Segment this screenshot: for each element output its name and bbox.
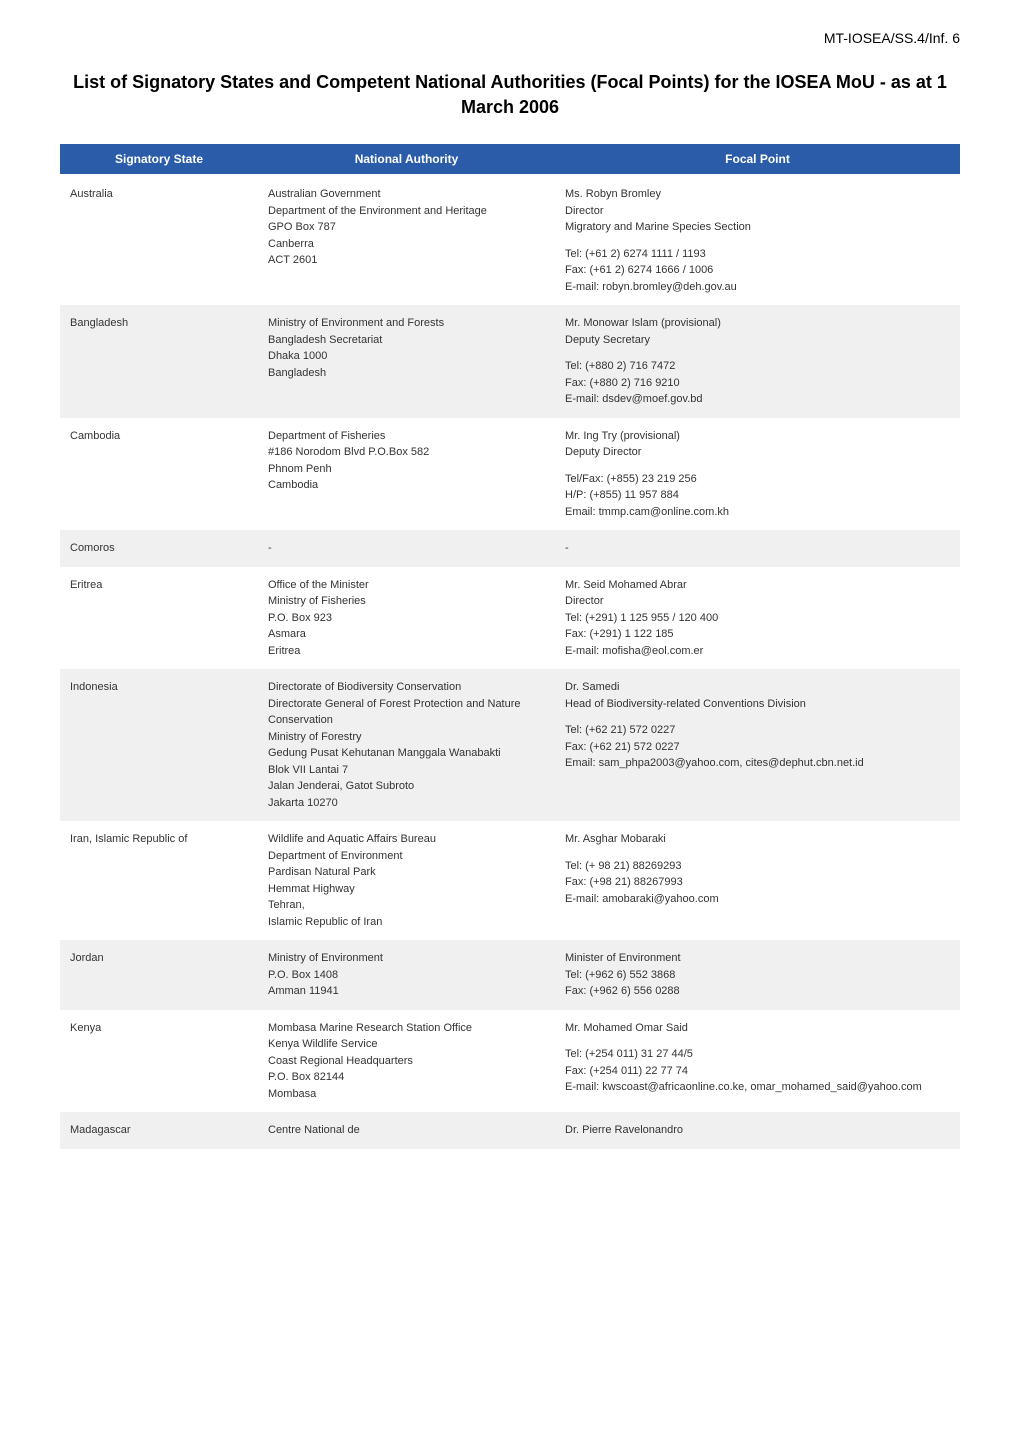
cell-authority: Wildlife and Aquatic Affairs BureauDepar… [258,821,555,940]
table-row: EritreaOffice of the MinisterMinistry of… [60,567,960,670]
cell-focal: Dr. SamediHead of Biodiversity-related C… [555,669,960,821]
table-row: Comoros-- [60,530,960,567]
cell-state: Iran, Islamic Republic of [60,821,258,940]
cell-focal: Mr. Asghar MobarakiTel: (+ 98 21) 882692… [555,821,960,940]
signatory-table: Signatory State National Authority Focal… [60,144,960,1149]
table-row: IndonesiaDirectorate of Biodiversity Con… [60,669,960,821]
cell-state: Bangladesh [60,305,258,418]
cell-authority: Directorate of Biodiversity Conservation… [258,669,555,821]
cell-state: Cambodia [60,418,258,531]
table-row: Iran, Islamic Republic ofWildlife and Aq… [60,821,960,940]
cell-state: Eritrea [60,567,258,670]
cell-focal: Minister of EnvironmentTel: (+962 6) 552… [555,940,960,1010]
cell-authority: Australian GovernmentDepartment of the E… [258,175,555,305]
cell-authority: Ministry of EnvironmentP.O. Box 1408Amma… [258,940,555,1010]
cell-authority: Ministry of Environment and ForestsBangl… [258,305,555,418]
cell-authority: Centre National de [258,1112,555,1149]
table-row: AustraliaAustralian GovernmentDepartment… [60,175,960,305]
cell-state: Kenya [60,1010,258,1113]
cell-state: Jordan [60,940,258,1010]
cell-focal: - [555,530,960,567]
cell-authority: - [258,530,555,567]
table-row: MadagascarCentre National deDr. Pierre R… [60,1112,960,1149]
col-header-focal: Focal Point [555,144,960,175]
cell-authority: Office of the MinisterMinistry of Fisher… [258,567,555,670]
cell-state: Australia [60,175,258,305]
table-row: KenyaMombasa Marine Research Station Off… [60,1010,960,1113]
cell-focal: Mr. Ing Try (provisional)Deputy Director… [555,418,960,531]
cell-authority: Mombasa Marine Research Station OfficeKe… [258,1010,555,1113]
cell-focal: Ms. Robyn BromleyDirectorMigratory and M… [555,175,960,305]
cell-authority: Department of Fisheries#186 Norodom Blvd… [258,418,555,531]
cell-focal: Mr. Monowar Islam (provisional)Deputy Se… [555,305,960,418]
page-title: List of Signatory States and Competent N… [60,70,960,120]
cell-focal: Mr. Mohamed Omar SaidTel: (+254 011) 31 … [555,1010,960,1113]
table-row: CambodiaDepartment of Fisheries#186 Noro… [60,418,960,531]
col-header-authority: National Authority [258,144,555,175]
cell-focal: Dr. Pierre Ravelonandro [555,1112,960,1149]
table-row: JordanMinistry of EnvironmentP.O. Box 14… [60,940,960,1010]
table-header-row: Signatory State National Authority Focal… [60,144,960,175]
table-row: BangladeshMinistry of Environment and Fo… [60,305,960,418]
cell-focal: Mr. Seid Mohamed AbrarDirectorTel: (+291… [555,567,960,670]
cell-state: Madagascar [60,1112,258,1149]
cell-state: Indonesia [60,669,258,821]
document-reference: MT-IOSEA/SS.4/Inf. 6 [60,30,960,46]
cell-state: Comoros [60,530,258,567]
col-header-state: Signatory State [60,144,258,175]
